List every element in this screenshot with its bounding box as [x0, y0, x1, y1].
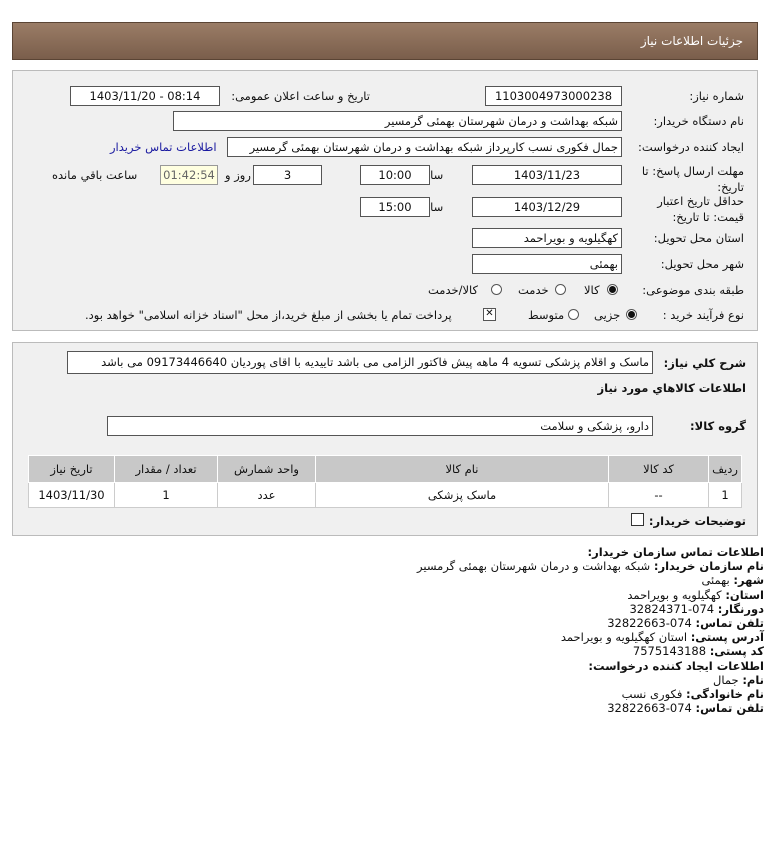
buyer-contact-info: اطلاعات تماس سازمان خریدار: نام سازمان خ…: [417, 545, 764, 715]
contact-heading: اطلاعات تماس سازمان خریدار:: [587, 545, 764, 559]
payment-note: پرداخت تمام یا بخشی از مبلغ خرید،از محل …: [85, 308, 452, 322]
postal-label: کد پستی:: [709, 644, 764, 659]
category-label: طبقه بندی موضوعی:: [642, 283, 744, 297]
buyer-notes-checkbox[interactable]: [631, 513, 644, 526]
cell-qty: 1: [114, 482, 218, 508]
city-label: شهر محل تحویل:: [660, 257, 744, 271]
remaining-label: ساعت باقي مانده: [52, 168, 138, 182]
col-name: نام کالا: [315, 455, 609, 483]
col-qty: تعداد / مقدار: [114, 455, 218, 483]
cell-name: ماسک پزشکی: [315, 482, 609, 508]
col-code: کد کالا: [608, 455, 709, 483]
creator-heading: اطلاعات ایجاد کننده درخواست:: [588, 658, 764, 673]
creator-label: ایجاد کننده درخواست:: [638, 140, 744, 154]
phone-label: تلفن تماس:: [695, 616, 764, 631]
process-label: نوع فرآیند خرید :: [662, 308, 744, 322]
province-field[interactable]: کهگیلویه و بویراحمد: [472, 228, 622, 248]
city-label: شهر:: [733, 573, 764, 588]
cell-row: 1: [708, 482, 742, 508]
fax-label: دورنگار:: [717, 601, 764, 616]
address-label: آدرس پستی:: [690, 630, 764, 645]
city-value: بهمئی: [701, 573, 730, 588]
remaining-time-field: 01:42:54: [160, 165, 218, 185]
family-label: نام خانوادگی:: [686, 687, 764, 702]
days-field[interactable]: 3: [253, 165, 322, 185]
need-number-label: شماره نیاز:: [689, 89, 744, 103]
cell-code: --: [608, 482, 709, 508]
desc-field[interactable]: ماسک و اقلام پزشکی تسویه 4 ماهه پیش فاکت…: [67, 351, 653, 374]
city-field[interactable]: بهمئی: [472, 254, 622, 274]
table-row: 1 -- ماسک پزشکی عدد 1 1403/11/30: [28, 482, 742, 508]
buyer-contact-link[interactable]: اطلاعات تماس خریدار: [110, 140, 217, 154]
name-label: نام:: [742, 672, 764, 687]
treasury-checkbox[interactable]: ✕: [483, 308, 496, 321]
cell-unit: عدد: [217, 482, 316, 508]
fax-value: 074-32824371: [629, 601, 715, 616]
creator-phone-label: تلفن تماس:: [695, 701, 764, 716]
category-radio-goods-service[interactable]: [491, 284, 502, 295]
buyer-notes-label: توضیحات خریدار:: [648, 514, 746, 528]
family-value: فکوری نسب: [621, 687, 683, 702]
creator-phone-value: 074-32822663: [607, 701, 692, 716]
creator-field[interactable]: جمال فکوری نسب کارپرداز شبکه بهداشت و در…: [227, 137, 622, 157]
category-option-goods-service: کالا/خدمت: [428, 283, 479, 297]
table-header-row: ردیف کد کالا نام کالا واحد شمارش تعداد /…: [28, 455, 742, 483]
postal-value: 7575143188: [632, 644, 707, 659]
address-value: استان کهگیلویه و بویراحمد: [560, 630, 688, 645]
cell-date: 1403/11/30: [28, 482, 115, 508]
group-field[interactable]: دارو، پزشکی و سلامت: [107, 416, 653, 436]
process-option-minor: جزیی: [594, 308, 621, 322]
process-radio-minor[interactable]: [626, 309, 637, 320]
org-label: نام سازمان خریدار:: [653, 559, 764, 574]
deadline-date-field[interactable]: 1403/11/23: [472, 165, 622, 185]
category-radio-goods[interactable]: [607, 284, 618, 295]
days-label: روز و: [225, 168, 251, 182]
announce-field[interactable]: 1403/11/20 - 08:14: [70, 86, 220, 106]
col-date: تاریخ نیاز: [28, 455, 115, 483]
group-label: گروه کالا:: [690, 419, 746, 433]
name-value: جمال: [713, 672, 739, 687]
category-option-service: خدمت: [518, 283, 549, 297]
validity-time-field[interactable]: 15:00: [360, 197, 430, 217]
validity-label: حداقل تاریخ اعتبار قیمت: تا تاریخ:: [657, 194, 744, 224]
validity-date-field[interactable]: 1403/12/29: [472, 197, 622, 217]
col-unit: واحد شمارش: [217, 455, 316, 483]
page-header: جزئیات اطلاعات نیاز: [12, 22, 758, 60]
process-option-medium: متوسط: [528, 308, 565, 322]
goods-heading: اطلاعات کالاهاي مورد نیاز: [597, 381, 746, 395]
deadline-label: مهلت ارسال پاسخ: تا تاریخ:: [641, 164, 744, 194]
category-radio-service[interactable]: [555, 284, 566, 295]
province-label: استان:: [725, 587, 764, 602]
province-label: استان محل تحویل:: [653, 231, 744, 245]
province-value: کهگیلویه و بویراحمد: [627, 587, 722, 602]
need-number-field[interactable]: 1103004973000238: [485, 86, 622, 106]
category-option-goods: کالا: [584, 283, 600, 297]
buyer-org-field[interactable]: شبکه بهداشت و درمان شهرستان بهمئی گرمسیر: [173, 111, 622, 131]
phone-value: 074-32822663: [607, 616, 692, 631]
org-value: شبکه بهداشت و درمان شهرستان بهمئی گرمسیر: [417, 559, 651, 574]
buyer-org-label: نام دستگاه خریدار:: [653, 114, 744, 128]
page-title: جزئیات اطلاعات نیاز: [640, 34, 743, 48]
process-radio-medium[interactable]: [568, 309, 579, 320]
col-row: ردیف: [708, 455, 742, 483]
announce-label: تاریخ و ساعت اعلان عمومی:: [231, 89, 370, 103]
desc-label: شرح کلي نیاز:: [663, 356, 746, 370]
deadline-time-field[interactable]: 10:00: [360, 165, 430, 185]
goods-table: ردیف کد کالا نام کالا واحد شمارش تعداد /…: [28, 455, 742, 508]
